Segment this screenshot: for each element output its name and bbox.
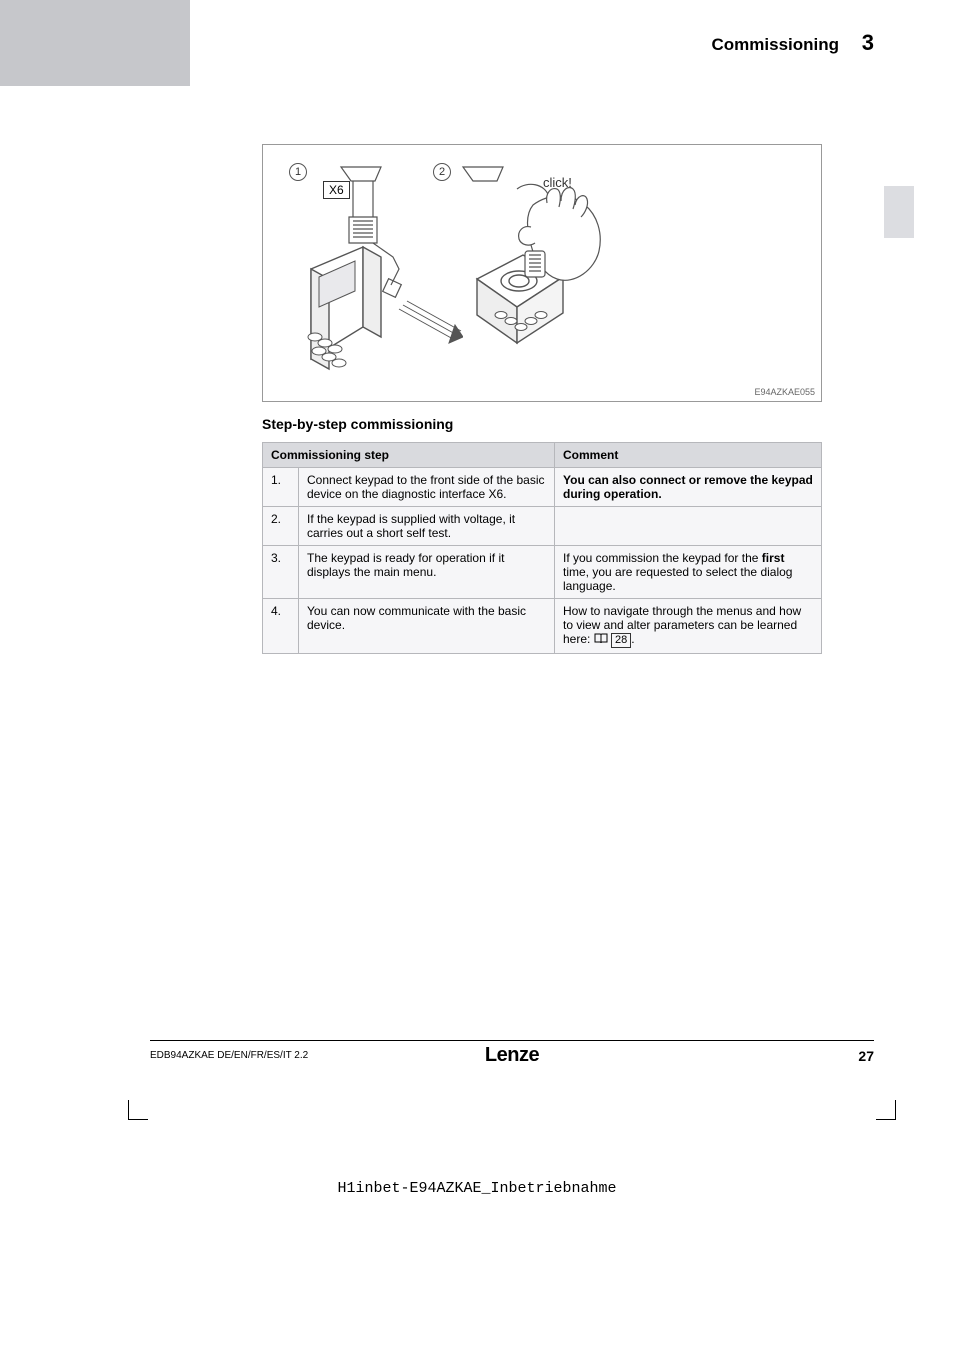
row-comment-text: You can also connect or remove the keypa… bbox=[563, 473, 813, 501]
col-comment-header: Comment bbox=[555, 443, 822, 468]
row-comment bbox=[555, 507, 822, 546]
row-comment: You can also connect or remove the keypa… bbox=[555, 468, 822, 507]
row-step: If the keypad is supplied with voltage, … bbox=[299, 507, 555, 546]
row-step: You can now communicate with the basic d… bbox=[299, 599, 555, 654]
row-num: 1. bbox=[263, 468, 299, 507]
row-comment-bold: first bbox=[762, 551, 785, 565]
crop-mark bbox=[128, 1100, 148, 1120]
row-comment-text: time, you are requested to select the di… bbox=[563, 565, 792, 593]
table-row: 4. You can now communicate with the basi… bbox=[263, 599, 822, 654]
footer-rule bbox=[150, 1040, 874, 1041]
commissioning-table: Commissioning step Comment 1. Connect ke… bbox=[262, 442, 822, 654]
row-comment-text: . bbox=[631, 632, 634, 646]
hand-socket-illustration bbox=[453, 159, 653, 379]
header-title: Commissioning bbox=[712, 35, 840, 54]
table-row: 2. If the keypad is supplied with voltag… bbox=[263, 507, 822, 546]
keypad-module-illustration bbox=[303, 159, 463, 379]
table-row: 1. Connect keypad to the front side of t… bbox=[263, 468, 822, 507]
row-num: 4. bbox=[263, 599, 299, 654]
row-num: 2. bbox=[263, 507, 299, 546]
row-comment: If you commission the keypad for the fir… bbox=[555, 546, 822, 599]
row-comment: How to navigate through the menus and ho… bbox=[555, 599, 822, 654]
file-caption: H1inbet-E94AZKAE_Inbetriebnahme bbox=[0, 1180, 954, 1197]
row-num: 3. bbox=[263, 546, 299, 599]
crop-mark bbox=[876, 1100, 896, 1120]
row-comment-text: If you commission the keypad for the bbox=[563, 551, 762, 565]
row-step: Connect keypad to the front side of the … bbox=[299, 468, 555, 507]
figure-box: 1 2 X6 click! bbox=[262, 144, 822, 402]
col-step-header: Commissioning step bbox=[263, 443, 555, 468]
header-number: 3 bbox=[862, 30, 874, 55]
top-grey-bar bbox=[0, 0, 190, 86]
footer-brand: Lenze bbox=[150, 1044, 874, 1067]
table-row: 3. The keypad is ready for operation if … bbox=[263, 546, 822, 599]
figure-code: E94AZKAE055 bbox=[754, 387, 815, 397]
footer-page-number: 27 bbox=[858, 1048, 874, 1064]
row-step: The keypad is ready for operation if it … bbox=[299, 546, 555, 599]
section-heading: Step-by-step commissioning bbox=[262, 416, 453, 432]
page-header: Commissioning 3 bbox=[712, 30, 875, 56]
side-tab bbox=[884, 186, 914, 238]
book-icon bbox=[594, 633, 608, 644]
page-ref-link[interactable]: 28 bbox=[611, 633, 631, 648]
footer: EDB94AZKAE DE/EN/FR/ES/IT 2.2 Lenze 27 bbox=[150, 1040, 874, 1080]
